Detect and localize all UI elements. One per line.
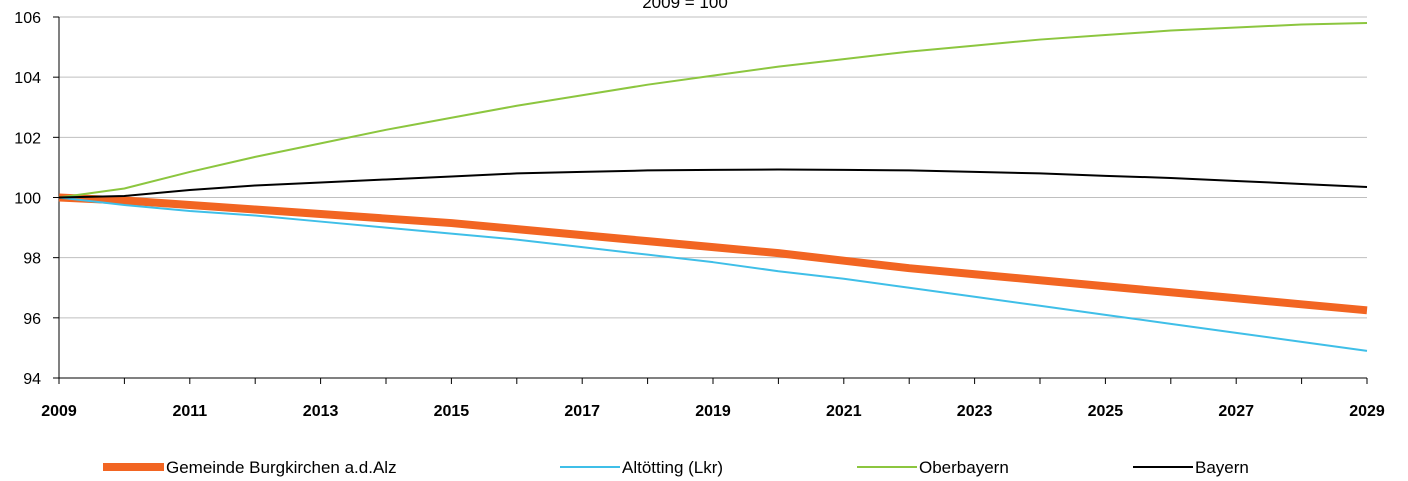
y-tick-label: 98	[23, 251, 41, 268]
y-tick-label: 106	[14, 10, 41, 27]
x-tick-label: 2023	[957, 403, 993, 420]
legend-label-oberbayern: Oberbayern	[919, 458, 1009, 477]
series-line-bayern	[59, 170, 1367, 198]
y-tick-label: 102	[14, 130, 41, 147]
legend-label-gemeinde-burgkirchen-a-d-alz: Gemeinde Burgkirchen a.d.Alz	[166, 458, 397, 477]
y-tick-label: 96	[23, 311, 41, 328]
legend-label-alt-tting-lkr: Altötting (Lkr)	[622, 458, 723, 477]
x-tick-label: 2027	[1218, 403, 1254, 420]
legend: Gemeinde Burgkirchen a.d.Alz Altötting (L…	[103, 458, 1249, 477]
series-line-alt-tting-lkr	[59, 198, 1367, 351]
series-line-gemeinde-burgkirchen-a-d-alz	[59, 198, 1367, 311]
x-tick-label: 2011	[172, 403, 207, 420]
x-tick-label: 2019	[695, 403, 731, 420]
x-axis-ticks: 2009 2011 2013 2015 2017 2019 2021 2023 2025 2027…	[41, 378, 1385, 420]
x-tick-label: 2013	[303, 403, 339, 420]
legend-label-bayern: Bayern	[1195, 458, 1249, 477]
x-tick-label: 2009	[41, 403, 77, 420]
series-line-oberbayern	[59, 23, 1367, 197]
x-tick-label: 2015	[434, 403, 470, 420]
x-tick-label: 2025	[1088, 403, 1124, 420]
y-tick-label: 94	[23, 371, 41, 388]
x-tick-label: 2017	[564, 403, 600, 420]
y-tick-label: 100	[14, 191, 41, 208]
x-tick-label: 2021	[826, 403, 862, 420]
x-tick-label: 2029	[1349, 403, 1385, 420]
series-lines	[59, 23, 1367, 351]
y-axis-ticks: 94 96 98 100 102 104 106	[14, 10, 59, 388]
chart-subtitle: 2009 = 100	[642, 0, 728, 12]
y-tick-label: 104	[14, 70, 41, 87]
